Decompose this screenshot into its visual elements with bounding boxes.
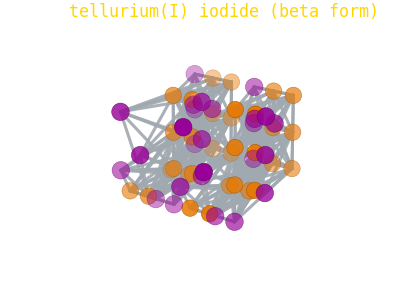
Text: tellurium(I) iodide (beta form): tellurium(I) iodide (beta form) (69, 3, 379, 21)
